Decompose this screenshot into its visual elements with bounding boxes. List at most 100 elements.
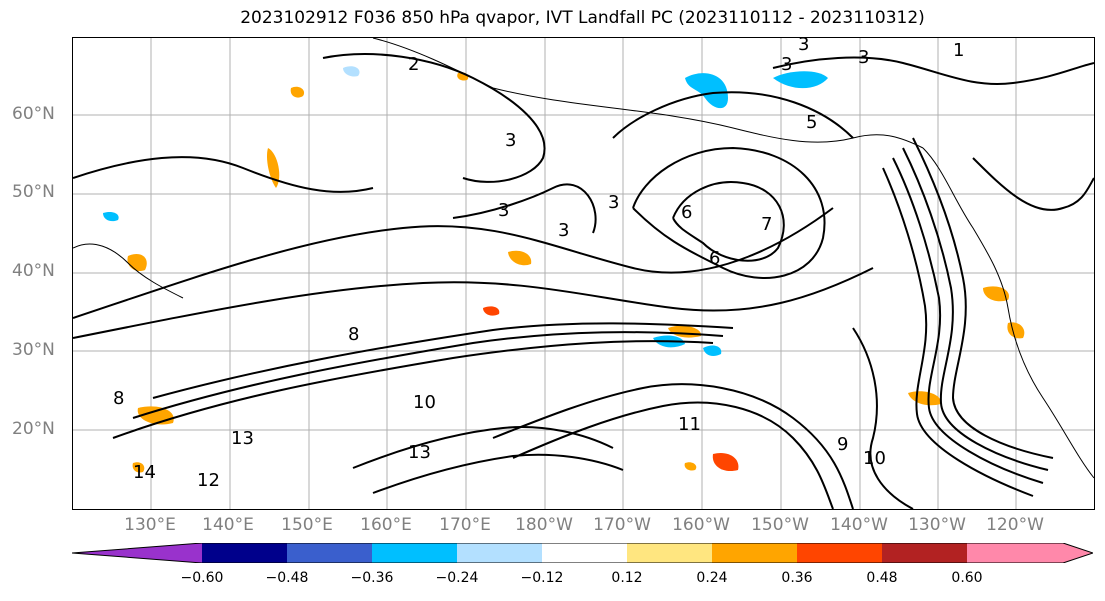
lat-label-60n: 60°N (12, 104, 55, 124)
contour-label: 3 (858, 47, 869, 68)
colorbar-tick-label: 0.24 (696, 570, 728, 586)
contour-line (73, 207, 834, 319)
contour-line (512, 401, 834, 509)
colorbar-cell (712, 543, 797, 563)
coastline-north-america (922, 147, 1094, 479)
colorbar-tick-label: 0.48 (866, 570, 898, 586)
lon-label-160e: 160°E (360, 515, 412, 535)
colorbar-cell (542, 543, 627, 563)
contour-label: 3 (498, 200, 509, 221)
map-svg: 2 1 3 3 3 3 3 3 3 5 6 6 7 8 8 9 10 10 11… (73, 38, 1094, 509)
positive-patch (1007, 322, 1025, 339)
positive-patch (508, 250, 532, 266)
lon-label-160w: 160°W (672, 515, 730, 535)
contour-label: 1 (953, 40, 964, 61)
contour-line (322, 53, 546, 183)
contour-line (112, 340, 714, 439)
lat-label-30n: 30°N (12, 340, 55, 360)
contour-line (132, 331, 724, 419)
contour-label: 5 (806, 112, 817, 133)
colorbar-cell (372, 543, 457, 563)
lon-label-170w: 170°W (593, 515, 651, 535)
colorbar-tick-label: −0.24 (435, 570, 479, 586)
lon-label-150e: 150°E (281, 515, 333, 535)
contour-line (672, 181, 785, 262)
contour-label: 3 (505, 130, 516, 151)
contour-label: 12 (197, 470, 220, 491)
colorbar-tick-label: −0.48 (265, 570, 309, 586)
contour-line (152, 322, 734, 399)
coastline-asia (73, 243, 184, 299)
contour-line (912, 137, 1054, 459)
contour-label: 6 (681, 202, 692, 223)
positive-patch (266, 148, 280, 188)
contour-label: 8 (348, 324, 359, 345)
positive-patch (983, 286, 1009, 302)
contour-line (632, 146, 826, 279)
lon-label-120w: 120°W (986, 515, 1044, 535)
lon-label-130e: 130°E (124, 515, 176, 535)
positive-patch (684, 462, 697, 471)
lon-label-140w: 140°W (830, 515, 888, 535)
coastlines (73, 38, 1094, 479)
contour-line (492, 383, 854, 509)
colorbar-cell (967, 543, 1063, 563)
negative-patch-light (343, 66, 360, 77)
negative-patch (103, 211, 119, 222)
colorbar-tick-label: 0.36 (781, 570, 813, 586)
contour-label: 8 (113, 388, 124, 409)
map-panel: 2 1 3 3 3 3 3 3 3 5 6 6 7 8 8 9 10 10 11… (72, 37, 1095, 510)
contour-line (372, 453, 624, 494)
contour-line (73, 267, 874, 339)
contour-label: 13 (231, 428, 254, 449)
contour-label: 7 (761, 214, 772, 235)
contour-label: 3 (781, 54, 792, 75)
lon-label-180w: 180°W (515, 515, 573, 535)
contour-line (892, 157, 1044, 484)
colorbar-cell (202, 543, 287, 563)
contour-label: 10 (863, 448, 886, 469)
negative-patch (703, 345, 722, 356)
colorbar-cell (1063, 543, 1093, 563)
lon-label-150w: 150°W (751, 515, 809, 535)
colorbar-cell (627, 543, 712, 563)
colorbar-tick-label: 0.60 (951, 570, 983, 586)
contour-label: 9 (837, 434, 848, 455)
contour-label: 3 (798, 38, 809, 55)
contour-label: 6 (709, 248, 720, 269)
contour-line (452, 183, 597, 234)
ivt-contours (73, 53, 1094, 509)
positive-patch (908, 391, 942, 406)
colorbar-cell (797, 543, 882, 563)
lon-label-170e: 170°E (439, 515, 491, 535)
colorbar-tick-label: −0.36 (350, 570, 394, 586)
contour-labels: 2 1 3 3 3 3 3 3 3 5 6 6 7 8 8 9 10 10 11… (113, 38, 964, 491)
colorbar-cell (457, 543, 542, 563)
colorbar-tick-label: −0.60 (180, 570, 224, 586)
colorbar-cell (882, 543, 967, 563)
contour-line (612, 91, 854, 139)
positive-patch-dark (483, 306, 500, 316)
lat-label-20n: 20°N (12, 419, 55, 439)
lat-label-50n: 50°N (12, 182, 55, 202)
contour-line (852, 327, 914, 509)
contour-label: 10 (413, 392, 436, 413)
contour-line (902, 147, 1049, 471)
colorbar-tick-label: −0.12 (520, 570, 564, 586)
figure-title: 2023102912 F036 850 hPa qvapor, IVT Land… (240, 8, 925, 28)
negative-patch (773, 71, 828, 89)
colorbar-tick-label: 0.12 (611, 570, 643, 586)
colorbar-cell (287, 543, 372, 563)
contour-label: 13 (408, 442, 431, 463)
graticule (73, 38, 1094, 509)
contour-line (352, 426, 614, 469)
colorbar (72, 543, 1093, 563)
colorbar-cell (72, 543, 202, 563)
contour-label: 14 (133, 462, 156, 483)
positive-patch (127, 253, 147, 272)
positive-patch (668, 325, 702, 338)
contour-line (972, 157, 1094, 211)
contour-line (73, 156, 374, 193)
contour-label: 3 (558, 220, 569, 241)
lon-label-130w: 130°W (908, 515, 966, 535)
